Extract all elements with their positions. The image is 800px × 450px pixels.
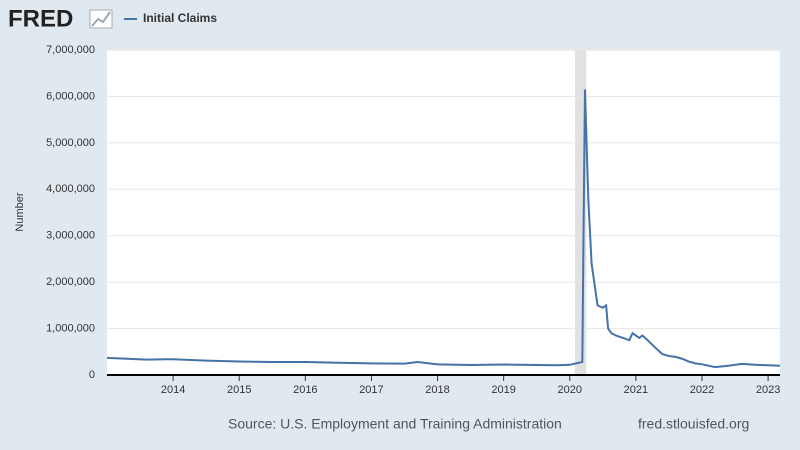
y-tick-label: 7,000,000	[46, 44, 95, 56]
x-tick-label: 2017	[359, 384, 383, 396]
logo: FRED	[8, 5, 73, 32]
source: Source: U.S. Employment and Training Adm…	[228, 416, 562, 432]
y-tick-label: 4,000,000	[46, 183, 95, 195]
site: fred.stlouisfed.org	[638, 416, 749, 432]
series-line	[106, 89, 781, 369]
x-tick-label: 2020	[558, 384, 582, 396]
legend-label: Initial Claims	[143, 11, 217, 25]
plot-area	[107, 50, 780, 375]
y-tick-label: 1,000,000	[46, 322, 95, 334]
y-tick-label: 6,000,000	[46, 90, 95, 102]
y-tick-label: 0	[89, 369, 95, 381]
y-axis-label: Number	[14, 192, 26, 231]
x-tick-label: 2022	[690, 384, 714, 396]
y-tick-label: 2,000,000	[46, 276, 95, 288]
x-tick-label: 2023	[756, 384, 780, 396]
x-tick-label: 2019	[491, 384, 515, 396]
y-tick-label: 5,000,000	[46, 137, 95, 149]
x-tick-label: 2021	[624, 384, 648, 396]
x-tick-label: 2015	[227, 384, 251, 396]
x-tick-label: 2014	[161, 384, 185, 396]
logo-icon	[89, 9, 113, 29]
y-tick-label: 3,000,000	[46, 230, 95, 242]
x-tick-label: 2016	[293, 384, 317, 396]
x-tick-label: 2018	[425, 384, 449, 396]
recession-shading	[575, 50, 587, 375]
